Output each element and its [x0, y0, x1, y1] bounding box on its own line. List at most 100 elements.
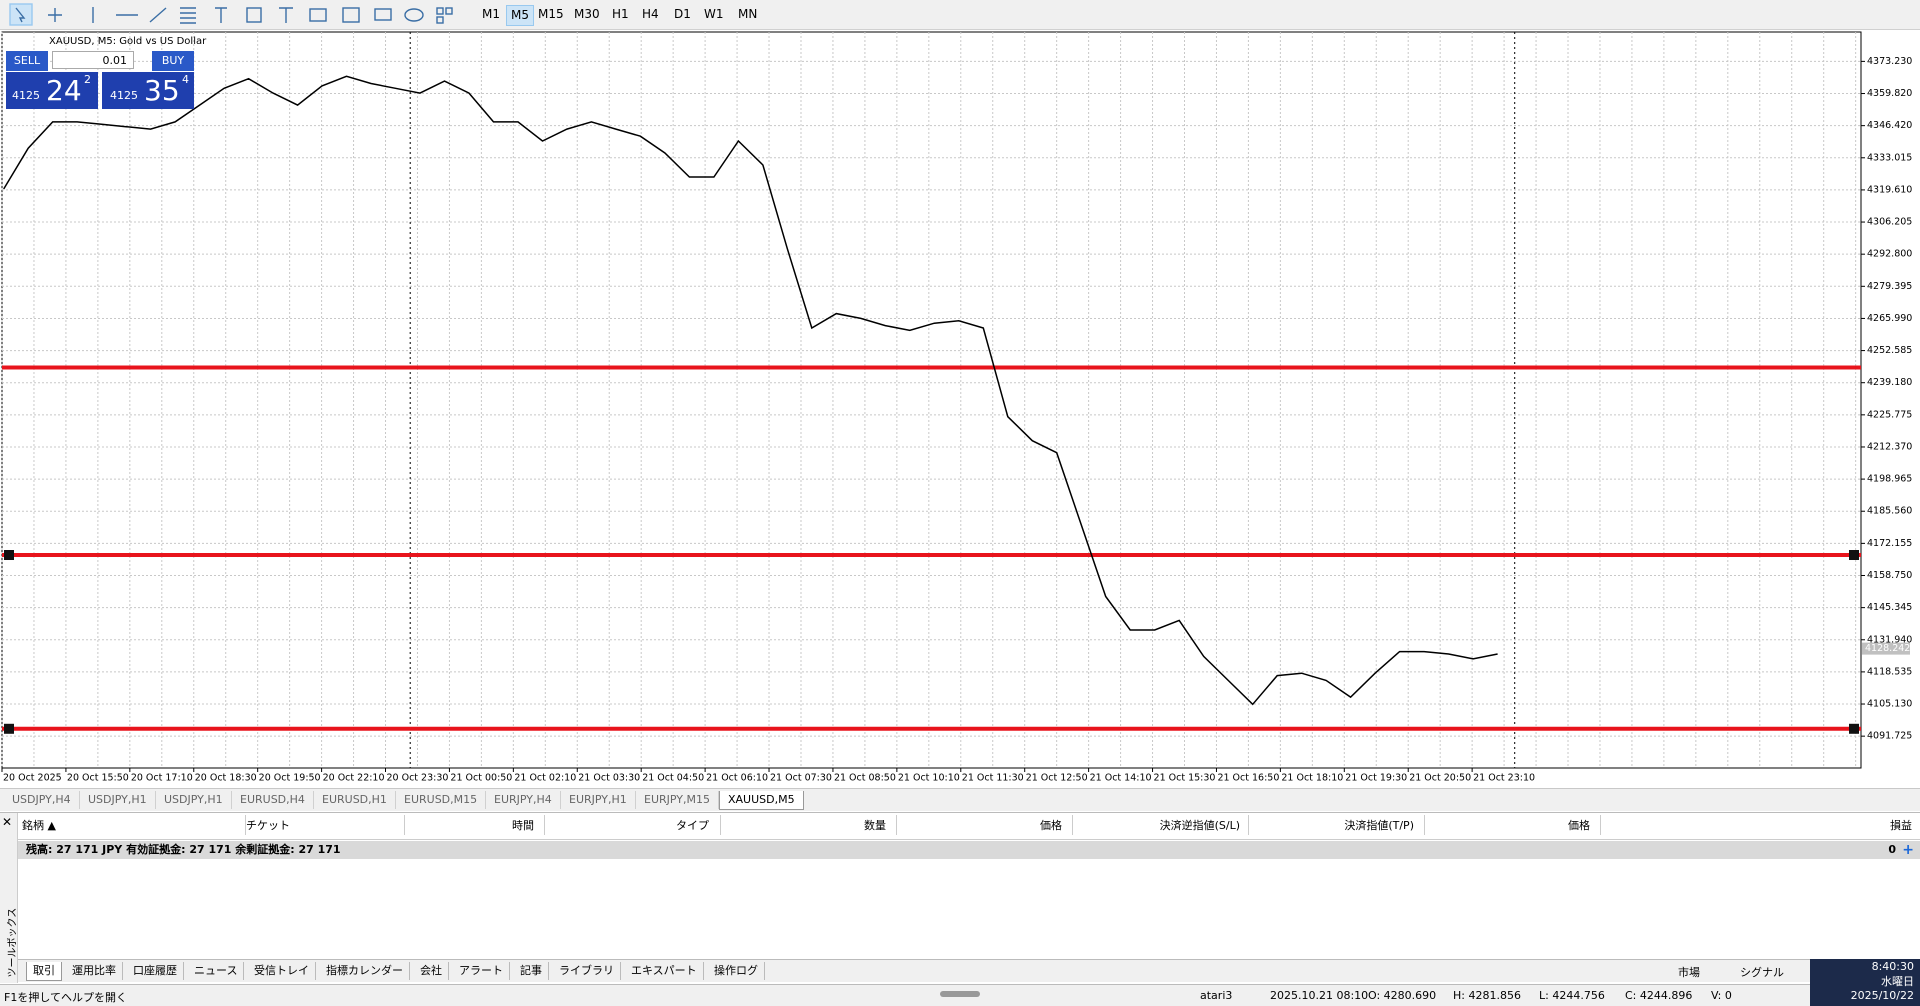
splitter[interactable] [940, 991, 980, 997]
sell-price-big: 4125 [12, 89, 40, 102]
chart-tab[interactable]: USDJPY,H1 [156, 791, 232, 809]
close-icon[interactable]: ✕ [2, 815, 13, 829]
x-tick-label: 21 Oct 02:10 [514, 773, 576, 784]
x-tick-label: 21 Oct 14:10 [1090, 773, 1152, 784]
y-tick-label: 4091.725 [1867, 731, 1912, 742]
column-separator [1072, 815, 1073, 835]
bar-open: O: 4280.690 [1368, 989, 1437, 1002]
status-bar: F1を押してヘルプを開く atari3 2025.10.21 08:10 O: … [0, 984, 1810, 1006]
timeframe-button[interactable]: D1 [674, 7, 691, 21]
column-separator [720, 815, 721, 835]
y-tick-label: 4145.345 [1867, 602, 1912, 613]
x-tick-label: 21 Oct 08:50 [834, 773, 896, 784]
column-header-cell: タイプ [676, 819, 709, 832]
timeframe-button[interactable]: MN [738, 7, 758, 21]
column-separator [544, 815, 545, 835]
column-header-cell: 数量 [864, 819, 886, 832]
y-tick-label: 4292.800 [1867, 249, 1912, 260]
timeframe-button[interactable]: H4 [642, 7, 659, 21]
toolbox-tab[interactable]: アラート [453, 962, 510, 980]
toolbox-tab[interactable]: 操作ログ [708, 962, 765, 980]
balance-text: 残高: 27 171 JPY 有効証拠金: 27 171 余剰証拠金: 27 1… [26, 843, 341, 856]
sell-price[interactable]: 4125 24 2 [6, 72, 98, 109]
y-tick-label: 4212.370 [1867, 441, 1912, 452]
plot-area [1, 31, 1862, 769]
y-tick-label: 4198.965 [1867, 474, 1912, 485]
timeframes: M1 M5 M15 M30 H1 H4 D1 W1 MN [478, 0, 798, 29]
chart-tab[interactable]: EURUSD,M15 [396, 791, 487, 809]
timeframe-button[interactable]: M1 [482, 7, 500, 21]
chart-tab[interactable]: EURUSD,H1 [314, 791, 396, 809]
sell-button[interactable]: SELL [6, 51, 48, 71]
chart-tab[interactable]: EURJPY,H1 [561, 791, 636, 809]
current-price-label: 4128.242 [1865, 643, 1910, 654]
toolbox-tab[interactable]: 運用比率 [66, 962, 123, 980]
help-text: F1を押してヘルプを開く [4, 991, 127, 1004]
buy-price[interactable]: 4125 35 4 [102, 72, 194, 109]
timeframe-button[interactable]: W1 [704, 7, 724, 21]
x-tick-label: 21 Oct 20:50 [1409, 773, 1471, 784]
market-tab[interactable]: 市場 [1678, 966, 1700, 979]
lot-input[interactable]: 0.01 [52, 51, 134, 69]
signal-tab[interactable]: シグナル [1740, 966, 1784, 979]
y-tick-label: 4185.560 [1867, 506, 1912, 517]
timeframe-button[interactable]: M15 [538, 7, 564, 21]
column-header: 銘柄 ▲ チケット 時間 タイプ 数量 価格 決済逆指値(S/L) 決済指値(T/P) 価格 損益 [18, 813, 1920, 840]
x-tick-label: 21 Oct 06:10 [706, 773, 768, 784]
column-header-cell: 決済逆指値(S/L) [1159, 819, 1240, 832]
chart-tab[interactable]: USDJPY,H1 [80, 791, 156, 809]
x-tick-label: 20 Oct 23:30 [387, 773, 449, 784]
chart-tab[interactable]: XAUUSD,M5 [719, 791, 804, 810]
timeframe-button[interactable]: H1 [612, 7, 629, 21]
x-tick-label: 21 Oct 18:10 [1281, 773, 1343, 784]
toolbox-tab[interactable]: 取引 [26, 962, 62, 981]
profit: 0 [1888, 843, 1896, 856]
y-tick-label: 4118.535 [1867, 666, 1912, 677]
bar-high: H: 4281.856 [1453, 989, 1521, 1002]
toolbox-tab[interactable]: 受信トレイ [248, 962, 316, 980]
toolbox-tab[interactable]: ニュース [188, 962, 245, 980]
column-separator [1600, 815, 1601, 835]
x-tick-label: 21 Oct 04:50 [642, 773, 704, 784]
chart-header: XAUUSD, M5: Gold vs US Dollar [49, 36, 207, 47]
add-icon[interactable]: + [1902, 842, 1914, 858]
toolbox-tab[interactable]: 口座履歴 [127, 962, 184, 980]
column-header-cell: 損益 [1890, 819, 1912, 832]
x-tick-label: 21 Oct 03:30 [578, 773, 640, 784]
column-header-cell: 価格 [1040, 819, 1062, 832]
profile: atari3 [1200, 989, 1233, 1002]
chart-tab[interactable]: EURUSD,H4 [232, 791, 314, 809]
toolbox: ✕ ツールボックス 銘柄 ▲ チケット 時間 タイプ 数量 価格 決済逆指値(S/L) 決済指… [0, 812, 1920, 983]
timeframe-button[interactable]: M5 [506, 5, 534, 26]
y-tick-label: 4105.130 [1867, 699, 1912, 710]
toolbox-tab[interactable]: 会社 [414, 962, 449, 980]
chart-tab[interactable]: USDJPY,H4 [4, 791, 80, 809]
y-tick-label: 4131.940 [1867, 634, 1912, 645]
y-tick-label: 4252.585 [1867, 345, 1912, 356]
toolbox-tab[interactable]: 指標カレンダー [320, 962, 410, 980]
balance-row: 残高: 27 171 JPY 有効証拠金: 27 171 余剰証拠金: 27 1… [18, 841, 1920, 859]
x-tick-label: 21 Oct 15:30 [1154, 773, 1216, 784]
chart-tab[interactable]: EURJPY,H4 [486, 791, 561, 809]
column-separator [1248, 815, 1249, 835]
timeframe-button[interactable]: M30 [574, 7, 600, 21]
toolbox-tabs: 市場 シグナル 取引 運用比率 口座履歴 ニュース 受信トレイ 指標カレンダー 会社 アラート… [18, 959, 1810, 982]
x-tick-label: 21 Oct 23:10 [1473, 773, 1535, 784]
price-line [3, 75, 1498, 706]
bar-volume: V: 0 [1711, 989, 1732, 1002]
x-tick-label: 21 Oct 16:50 [1217, 773, 1279, 784]
chart-tabs: USDJPY,H4 USDJPY,H1 USDJPY,H1 EURUSD,H4 EURU… [0, 788, 1920, 811]
bar-datetime: 2025.10.21 08:10 [1270, 989, 1369, 1002]
x-tick-label: 20 Oct 2025 [3, 773, 62, 784]
toolbox-tab[interactable]: 記事 [514, 962, 549, 980]
x-tick-label: 21 Oct 10:10 [898, 773, 960, 784]
sell-price-sup: 2 [84, 73, 91, 86]
toolbox-tab[interactable]: ライブラリ [553, 962, 621, 980]
x-tick-label: 21 Oct 11:30 [962, 773, 1024, 784]
buy-button[interactable]: BUY [152, 51, 194, 71]
toolbox-tab[interactable]: エキスパート [625, 962, 704, 980]
current-price-box [1862, 642, 1910, 655]
toolbar: M1 M5 M15 M30 H1 H4 D1 W1 MN [0, 0, 1920, 30]
chart-tab[interactable]: EURJPY,M15 [636, 791, 719, 809]
